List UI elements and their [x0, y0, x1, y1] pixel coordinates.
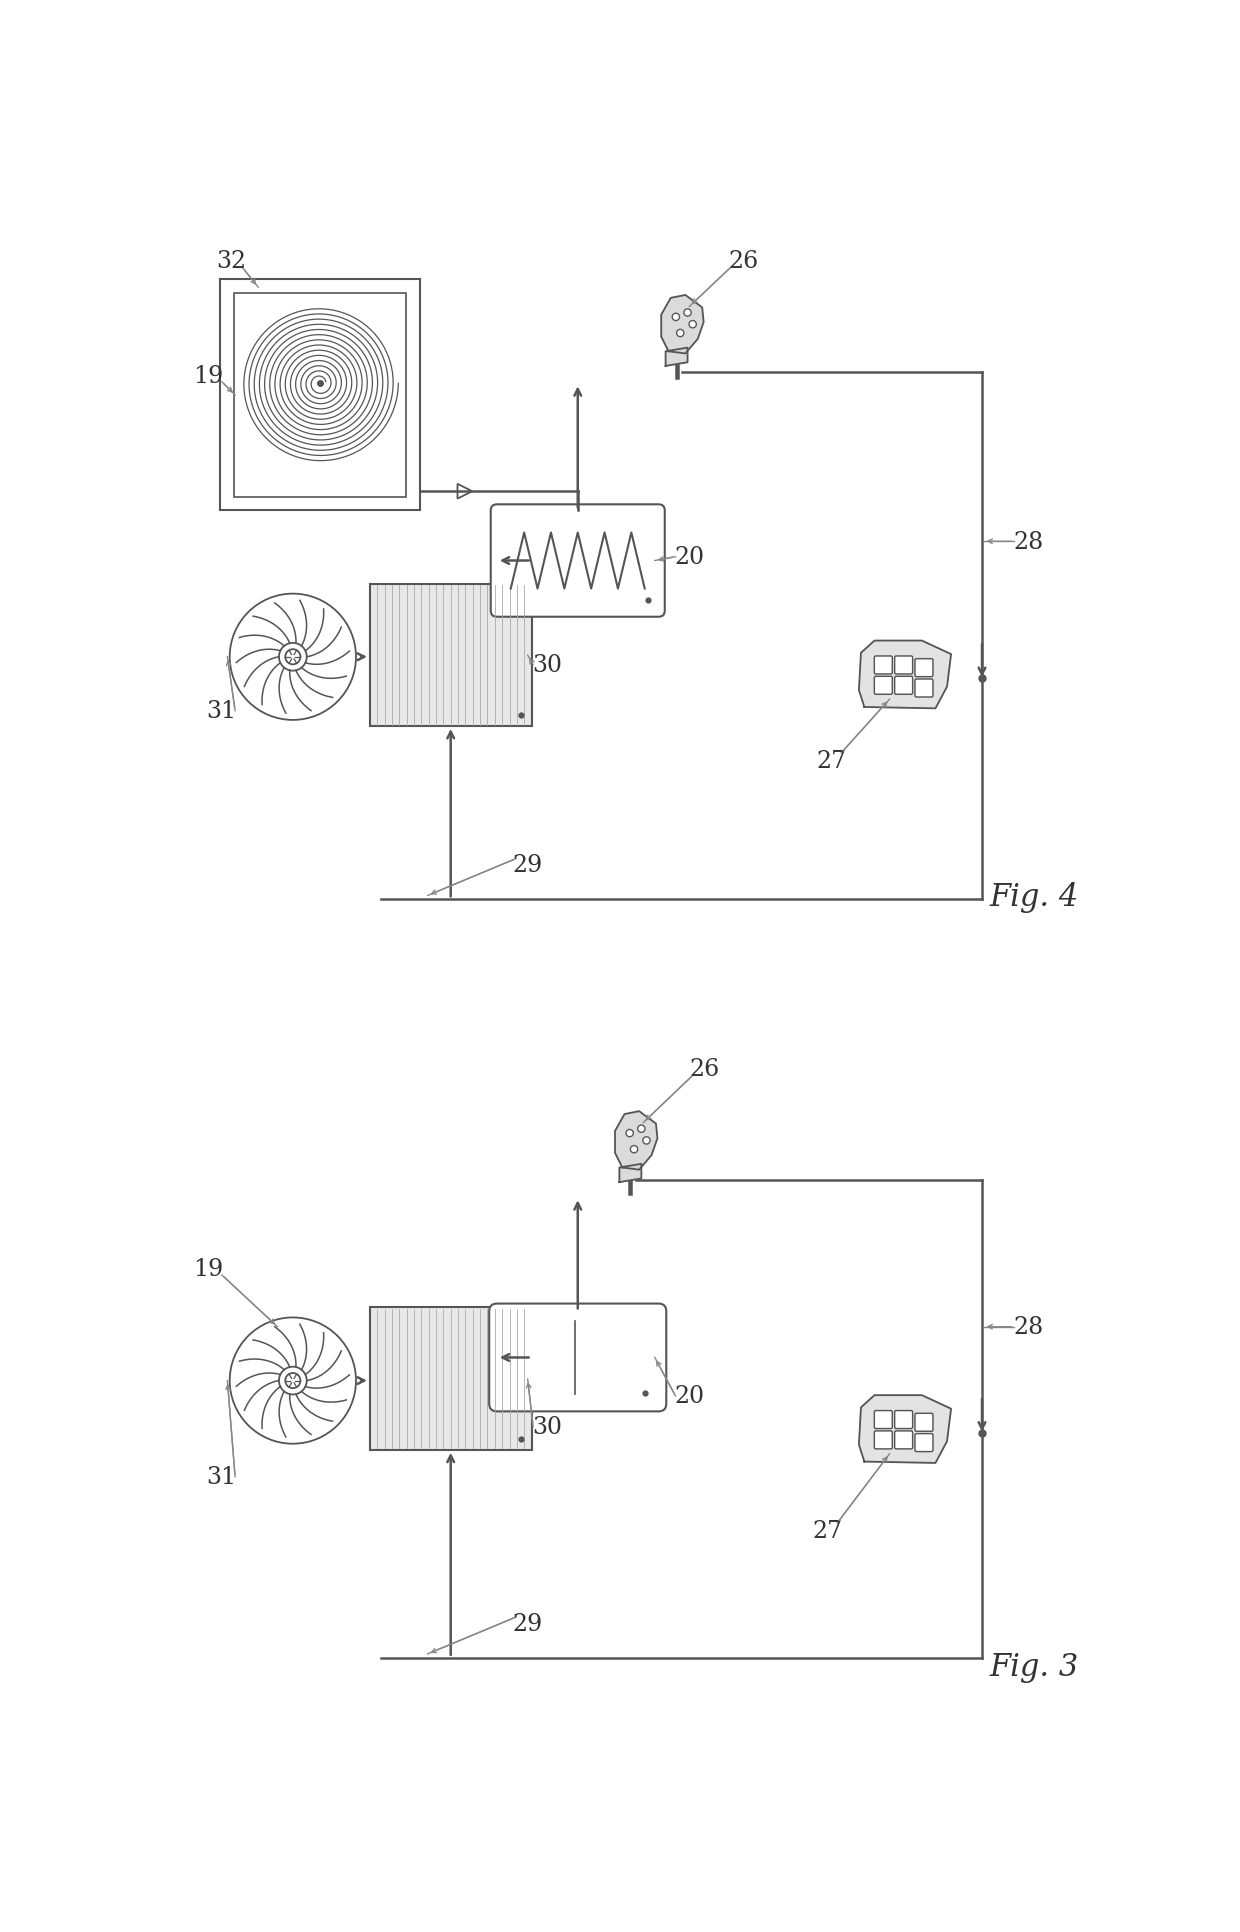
Text: 29: 29 [512, 854, 543, 877]
Text: 31: 31 [206, 699, 237, 723]
Text: 29: 29 [512, 1611, 543, 1634]
Polygon shape [666, 348, 687, 367]
Circle shape [285, 649, 300, 665]
Text: 20: 20 [675, 547, 704, 568]
FancyBboxPatch shape [874, 657, 893, 674]
FancyBboxPatch shape [490, 1304, 666, 1412]
FancyBboxPatch shape [874, 1410, 893, 1430]
Text: 28: 28 [1013, 1316, 1043, 1339]
Circle shape [689, 321, 697, 328]
Circle shape [626, 1130, 634, 1138]
Bar [233, 294, 405, 497]
Polygon shape [661, 296, 703, 354]
Polygon shape [615, 1111, 657, 1171]
FancyBboxPatch shape [894, 676, 913, 696]
FancyBboxPatch shape [894, 1410, 913, 1430]
Text: 30: 30 [532, 1416, 562, 1439]
Text: 26: 26 [728, 249, 759, 272]
Circle shape [630, 1146, 637, 1153]
Text: 19: 19 [193, 1258, 223, 1281]
Circle shape [677, 330, 684, 338]
FancyBboxPatch shape [915, 680, 932, 697]
FancyBboxPatch shape [915, 1414, 932, 1432]
Circle shape [285, 1374, 300, 1389]
Text: 19: 19 [193, 365, 223, 388]
Text: 28: 28 [1013, 531, 1043, 553]
FancyBboxPatch shape [874, 676, 893, 696]
Polygon shape [859, 1395, 951, 1463]
Circle shape [684, 309, 691, 317]
FancyBboxPatch shape [894, 1432, 913, 1449]
FancyBboxPatch shape [915, 1434, 932, 1451]
Text: 30: 30 [532, 653, 562, 676]
Text: Fig. 4: Fig. 4 [990, 881, 1079, 914]
Text: Fig. 3: Fig. 3 [990, 1652, 1079, 1683]
Circle shape [672, 315, 680, 321]
FancyBboxPatch shape [894, 657, 913, 674]
FancyBboxPatch shape [874, 1432, 893, 1449]
Bar [219, 280, 420, 512]
Bar [370, 1308, 532, 1451]
Text: 27: 27 [813, 1519, 843, 1542]
Circle shape [642, 1138, 650, 1144]
Bar [370, 583, 532, 726]
Text: 26: 26 [689, 1057, 720, 1080]
Circle shape [637, 1126, 645, 1132]
Text: 20: 20 [675, 1385, 704, 1408]
FancyBboxPatch shape [915, 659, 932, 678]
Text: 32: 32 [216, 249, 247, 272]
Polygon shape [859, 641, 951, 709]
Text: 27: 27 [817, 750, 847, 773]
Polygon shape [620, 1165, 641, 1182]
FancyBboxPatch shape [491, 504, 665, 618]
Text: 31: 31 [206, 1466, 237, 1488]
